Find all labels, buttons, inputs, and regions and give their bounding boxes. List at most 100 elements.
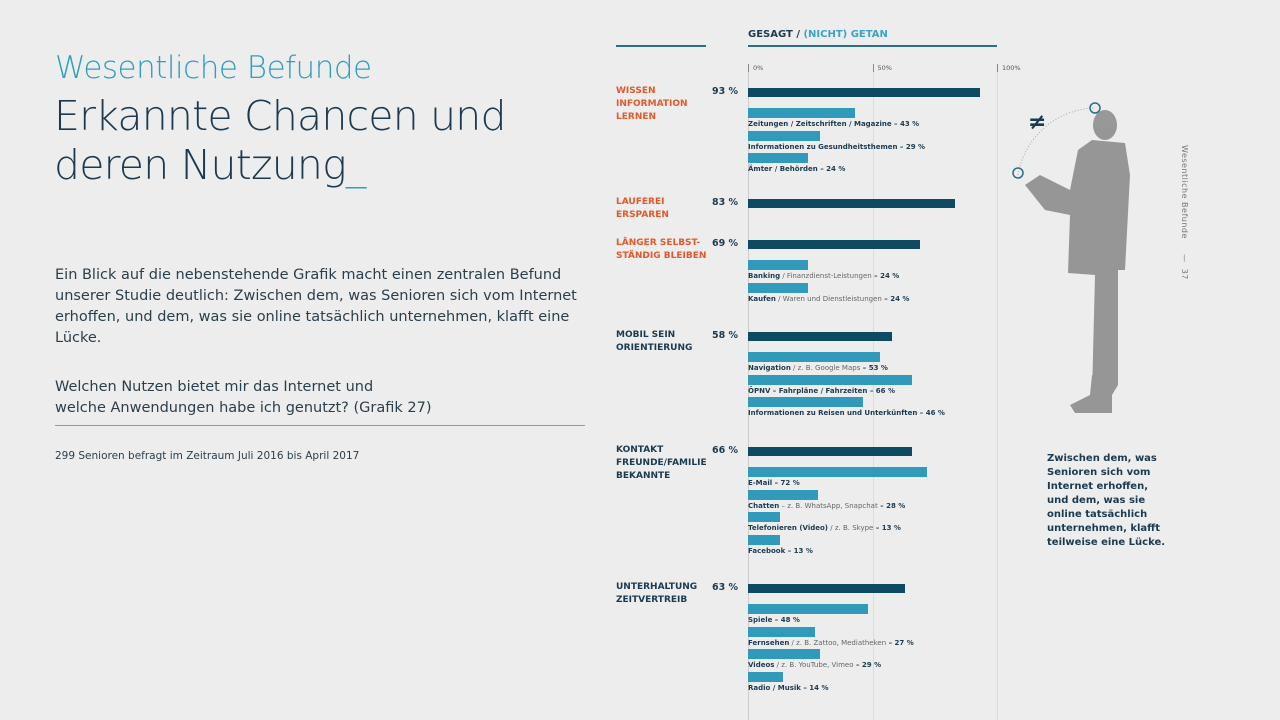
done-label-main: Navigation [748,364,791,372]
category-header-rule [616,45,706,47]
done-label-detail: – z. B. WhatsApp, Snapchat [779,501,878,510]
done-label: Spiele – 48 % [748,616,800,624]
chart-header-rule [748,45,997,47]
done-value: – 24 % [871,272,900,280]
chart-title-main: GESAGT / [748,29,800,40]
said-value: 58 % [711,330,738,341]
page-number: 37 [1180,268,1189,280]
done-label-main: E-Mail [748,479,773,487]
done-value: – 24 % [817,165,846,174]
chart-question: Welchen Nutzen bietet mir das Internet u… [55,377,555,419]
done-label: Chatten – z. B. WhatsApp, Snapchat – 28 … [748,502,905,510]
said-value: 83 % [711,197,738,208]
running-head: Wesentliche Befunde — 37 [1180,145,1189,280]
done-value: – 72 % [772,479,800,487]
done-label: Fernsehen / z. B. Zattoo, Mediatheken – … [748,639,914,647]
done-value: – 43 % [891,120,920,128]
done-label: Ämter / Behörden – 24 % [748,165,845,173]
done-label: Telefonieren (Video) / z. B. Skype – 13 … [748,524,901,532]
done-value: – 14 % [800,684,829,693]
gridline [872,72,874,720]
done-label-main: Informationen zu Gesundheitsthemen [748,142,898,151]
done-label-main: Videos [748,661,775,670]
side-note: Zwischen dem, was Senioren sich vom Inte… [1047,453,1166,548]
done-label-main: ÖPNV – Fahrpläne / Fahrzeiten [748,386,868,395]
done-label-main: Kaufen [748,294,776,303]
category-label: LAUFEREI ERSPAREN [616,197,669,220]
done-label: Navigation / z. B. Google Maps – 53 % [748,364,888,372]
said-bar [748,332,893,341]
divider [55,425,585,426]
done-bar [748,397,863,408]
done-bar [748,374,913,385]
said-bar [748,584,905,593]
running-head-section: Wesentliche Befunde [1180,145,1189,239]
done-label-main: Radio / Musik [748,684,801,693]
axis-tick-label: 100% [997,64,1021,73]
done-label: Radio / Musik – 14 % [748,684,829,692]
running-head-separator: — [1180,254,1189,263]
done-label: Zeitungen / Zeitschriften / Magazine – 4… [748,120,919,128]
page-title: Erkannte Chancen und deren Nutzung_ [54,92,554,190]
done-value: – 66 % [867,386,895,395]
category-label: LÄNGER SELBST- STÄNDIG BLEIBEN [616,238,707,261]
done-label-main: Ämter / Behörden [748,165,818,174]
senior-man-illustration: ≠ [1012,102,1130,413]
said-bar [748,447,913,456]
category-label: UNTERHALTUNG ZEITVERTREIB [616,582,698,605]
done-label-detail: / Finanzdienst-Leistungen [780,272,872,280]
done-bar [748,512,781,523]
done-value: – 24 % [881,294,910,303]
done-value: – 13 % [873,524,901,533]
axis-tick-label: 50% [872,64,892,73]
done-label: Videos / z. B. YouTube, Vimeo – 29 % [748,661,881,669]
done-bar [748,130,821,141]
category-label: WISSEN INFORMATION LERNEN [616,86,688,122]
title-line-2: deren Nutzung [54,141,347,189]
said-bar [748,240,920,249]
done-value: – 27 % [886,638,914,647]
axis-tick-label: 0% [748,64,763,73]
done-bar [748,153,808,164]
chart-title-sub: (NICHT) GETAN [803,29,888,40]
done-label-main: Facebook [748,547,786,556]
done-value: – 13 % [785,547,813,556]
done-bar [748,604,868,614]
done-label-detail: / Waren und Dienstleistungen [775,294,882,303]
survey-note: 299 Senioren befragt im Zeitraum Juli 20… [55,450,360,462]
said-value: 66 % [711,445,738,456]
done-label-detail: / z. B. Google Maps [790,364,861,372]
done-label: Kaufen / Waren und Dienstleistungen – 24… [748,295,909,303]
done-label: Banking / Finanzdienst-Leistungen – 24 % [748,272,899,280]
said-bar [748,88,980,97]
done-label-main: Zeitungen / Zeitschriften / Magazine [748,120,892,128]
axis-baseline [748,72,749,720]
done-bar [748,535,781,546]
done-label-main: Spiele [748,616,773,624]
said-value: 69 % [711,238,738,249]
done-bar [748,260,808,270]
done-label-detail: / z. B. YouTube, Vimeo [774,661,854,670]
category-label: KONTAKT FREUNDE/FAMILIE BEKANNTE [616,445,707,481]
category-label: MOBIL SEIN ORIENTIERUNG [616,330,693,353]
question-line-1: Welchen Nutzen bietet mir das Internet u… [55,379,374,395]
done-label-main: Chatten [748,501,780,510]
said-value: 63 % [711,582,738,593]
intro-paragraph: Ein Blick auf die nebenstehende Grafik m… [55,267,577,346]
done-bar [748,108,856,118]
done-value: – 29 % [897,142,926,151]
done-bar [748,489,818,500]
done-label-main: Fernsehen [748,638,790,647]
done-label: Informationen zu Gesundheitsthemen – 29 … [748,143,925,151]
done-value: – 53 % [860,364,888,372]
done-bar [748,352,880,362]
said-value: 93 % [711,86,738,97]
done-label-detail: / z. B. Zattoo, Mediatheken [789,638,887,647]
title-line-1: Erkannte Chancen und [54,92,507,140]
done-bar [748,282,808,293]
done-bar [748,467,928,477]
done-bar [748,626,816,637]
done-bar [748,649,821,660]
question-line-2: welche Anwendungen habe ich genutzt? (Gr… [55,400,432,416]
done-value: – 28 % [877,501,906,510]
